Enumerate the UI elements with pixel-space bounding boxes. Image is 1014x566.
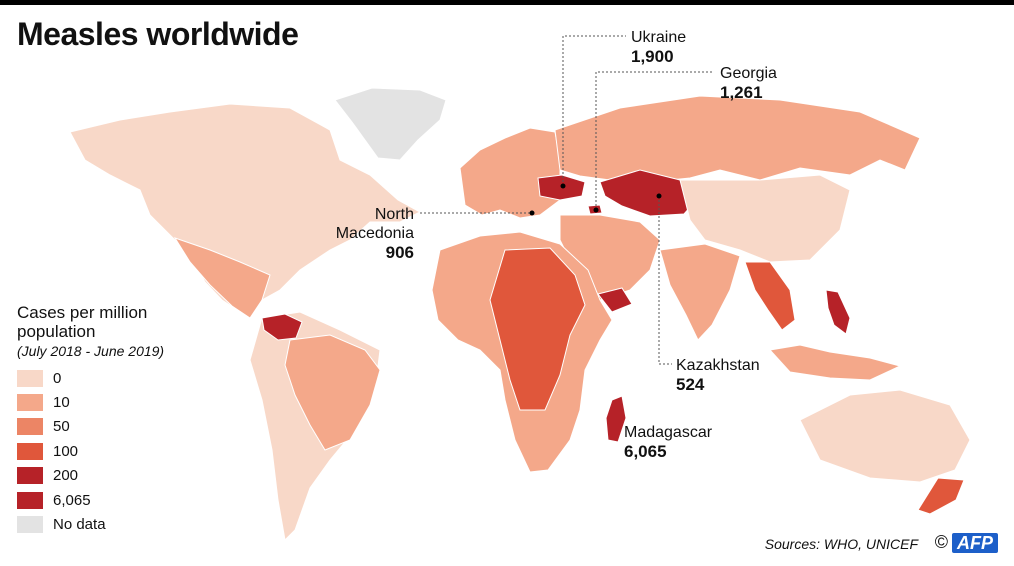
ukraine-dot (560, 183, 566, 189)
legend-subtitle: (July 2018 - June 2019) (17, 343, 165, 359)
legend-item: 0 (17, 366, 217, 390)
callout-north-macedonia-value: 906 (385, 243, 414, 262)
brazil (284, 334, 381, 451)
china (679, 174, 851, 263)
callout-kazakhstan-value: 524 (676, 375, 705, 394)
russia (554, 95, 921, 183)
yemen (597, 287, 633, 313)
legend-label: No data (53, 516, 106, 534)
macedonia-dot (529, 210, 535, 216)
callout-north-macedonia: North Macedonia 906 (314, 205, 414, 262)
callout-ukraine-name: Ukraine (631, 29, 687, 46)
legend-items: 0 10 50 100 200 6,065 No data (17, 366, 217, 537)
legend-swatch (17, 418, 43, 436)
legend-label: 6,065 (53, 491, 91, 509)
callout-north-macedonia-name: North Macedonia (335, 206, 414, 242)
legend-item: 200 (17, 464, 217, 488)
legend-item: 50 (17, 415, 217, 439)
southeast-asia (744, 261, 796, 331)
callout-kazakhstan: Kazakhstan 524 (676, 356, 760, 394)
legend-label: 0 (53, 369, 62, 387)
kazakhstan-dot (656, 193, 662, 199)
source-note: Sources: WHO, UNICEF (764, 536, 918, 552)
callout-madagascar-name: Madagascar (624, 424, 713, 441)
callout-georgia: Georgia 1,261 (720, 64, 777, 102)
kazakhstan-leader (658, 196, 672, 365)
greenland (334, 87, 447, 161)
australia (799, 389, 971, 483)
map-title: Measles worldwide (17, 16, 299, 52)
venezuela (261, 313, 303, 341)
indonesia (769, 344, 902, 381)
georgia-dot (593, 207, 599, 213)
top-rule (0, 0, 1014, 5)
mexico (173, 237, 271, 319)
legend-swatch (17, 442, 43, 460)
new-zealand (917, 477, 965, 515)
legend-swatch (17, 491, 43, 509)
legend-item: No data (17, 512, 217, 536)
georgia-leader (595, 71, 712, 210)
callout-ukraine-value: 1,900 (631, 47, 674, 66)
callout-madagascar: Madagascar 6,065 (624, 423, 712, 461)
ukraine-leader (562, 35, 626, 186)
legend-label: 50 (53, 418, 70, 436)
legend: Cases per million population (July 2018 … (17, 303, 217, 537)
legend-item: 10 (17, 390, 217, 414)
legend-item: 100 (17, 439, 217, 463)
europe (459, 127, 561, 219)
legend-label: 100 (53, 442, 79, 460)
callout-madagascar-value: 6,065 (624, 442, 667, 461)
legend-title: Cases per million population (17, 303, 148, 341)
callout-georgia-value: 1,261 (720, 83, 763, 102)
legend-label: 200 (53, 467, 79, 485)
north-america (69, 103, 422, 319)
legend-swatch (17, 467, 43, 485)
legend-item: 6,065 (17, 488, 217, 512)
callout-georgia-name: Georgia (720, 65, 777, 82)
afp-logo: AFP (952, 532, 998, 553)
legend-swatch (17, 369, 43, 387)
callout-lines (420, 35, 712, 365)
central-africa (489, 247, 586, 411)
afp-credit: © AFP (935, 532, 998, 553)
callout-ukraine: Ukraine 1,900 (631, 28, 686, 66)
copyright-symbol: © (934, 532, 948, 552)
legend-label: 10 (53, 394, 70, 412)
philippines (825, 289, 851, 335)
madagascar (605, 395, 627, 443)
callout-kazakhstan-name: Kazakhstan (676, 357, 760, 374)
india (659, 243, 741, 341)
legend-swatch (17, 516, 43, 534)
kazakhstan (599, 169, 701, 217)
legend-swatch (17, 394, 43, 412)
